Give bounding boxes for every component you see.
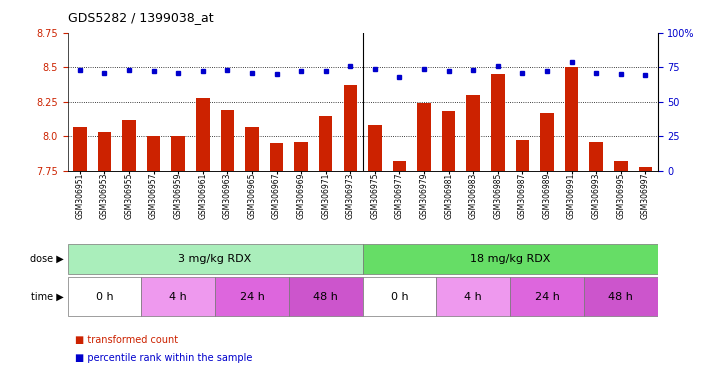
Text: GSM306971: GSM306971 [321, 173, 330, 219]
Bar [437, 277, 510, 316]
Text: GSM306981: GSM306981 [444, 173, 453, 219]
Bar [442, 111, 456, 171]
Text: GSM306983: GSM306983 [469, 173, 478, 219]
Bar [215, 277, 289, 316]
Text: GDS5282 / 1399038_at: GDS5282 / 1399038_at [68, 12, 213, 25]
Text: GSM306989: GSM306989 [542, 173, 552, 219]
Text: 4 h: 4 h [169, 291, 187, 302]
Bar [584, 277, 658, 316]
Bar [141, 277, 215, 316]
Text: GSM306955: GSM306955 [124, 173, 134, 219]
Bar [73, 127, 87, 171]
Bar [196, 98, 210, 171]
Bar [122, 120, 136, 171]
Bar [363, 245, 658, 274]
Text: 24 h: 24 h [535, 291, 560, 302]
Text: 0 h: 0 h [95, 291, 113, 302]
Text: dose ▶: dose ▶ [31, 254, 64, 264]
Text: GSM306963: GSM306963 [223, 173, 232, 219]
Text: GSM306969: GSM306969 [296, 173, 306, 219]
Bar [368, 125, 382, 171]
Bar [319, 116, 333, 171]
Text: ■ transformed count: ■ transformed count [75, 335, 178, 345]
Bar [269, 143, 283, 171]
Bar [540, 113, 554, 171]
Bar [363, 277, 437, 316]
Text: 18 mg/kg RDX: 18 mg/kg RDX [470, 254, 550, 264]
Text: GSM306979: GSM306979 [419, 173, 429, 219]
Text: 24 h: 24 h [240, 291, 264, 302]
Bar [171, 136, 185, 171]
Bar [392, 161, 406, 171]
Text: ■ percentile rank within the sample: ■ percentile rank within the sample [75, 353, 252, 363]
Bar [491, 74, 505, 171]
Bar [466, 95, 480, 171]
Bar [565, 67, 578, 171]
Text: GSM306995: GSM306995 [616, 173, 625, 219]
Bar [220, 110, 234, 171]
Text: GSM306967: GSM306967 [272, 173, 281, 219]
Text: GSM306987: GSM306987 [518, 173, 527, 219]
Text: GSM306957: GSM306957 [149, 173, 158, 219]
Text: GSM306997: GSM306997 [641, 173, 650, 219]
Bar [147, 136, 161, 171]
Text: 48 h: 48 h [314, 291, 338, 302]
Bar [614, 161, 628, 171]
Text: GSM306993: GSM306993 [592, 173, 601, 219]
Text: GSM306991: GSM306991 [567, 173, 576, 219]
Text: GSM306959: GSM306959 [173, 173, 183, 219]
Text: GSM306977: GSM306977 [395, 173, 404, 219]
Text: 0 h: 0 h [390, 291, 408, 302]
Bar [343, 85, 357, 171]
Text: GSM306973: GSM306973 [346, 173, 355, 219]
Bar [97, 132, 111, 171]
Bar [638, 167, 652, 171]
Bar [68, 277, 141, 316]
Text: GSM306965: GSM306965 [247, 173, 257, 219]
Text: time ▶: time ▶ [31, 291, 64, 302]
Bar [294, 142, 308, 171]
Bar [510, 277, 584, 316]
Text: 4 h: 4 h [464, 291, 482, 302]
Text: GSM306975: GSM306975 [370, 173, 380, 219]
Text: 48 h: 48 h [609, 291, 634, 302]
Bar [515, 141, 529, 171]
Bar [417, 103, 431, 171]
Text: GSM306953: GSM306953 [100, 173, 109, 219]
Bar [289, 277, 363, 316]
Text: GSM306951: GSM306951 [75, 173, 85, 219]
Text: GSM306985: GSM306985 [493, 173, 503, 219]
Bar [68, 245, 363, 274]
Bar [245, 127, 259, 171]
Text: 3 mg/kg RDX: 3 mg/kg RDX [178, 254, 252, 264]
Text: GSM306961: GSM306961 [198, 173, 208, 219]
Bar [589, 142, 603, 171]
